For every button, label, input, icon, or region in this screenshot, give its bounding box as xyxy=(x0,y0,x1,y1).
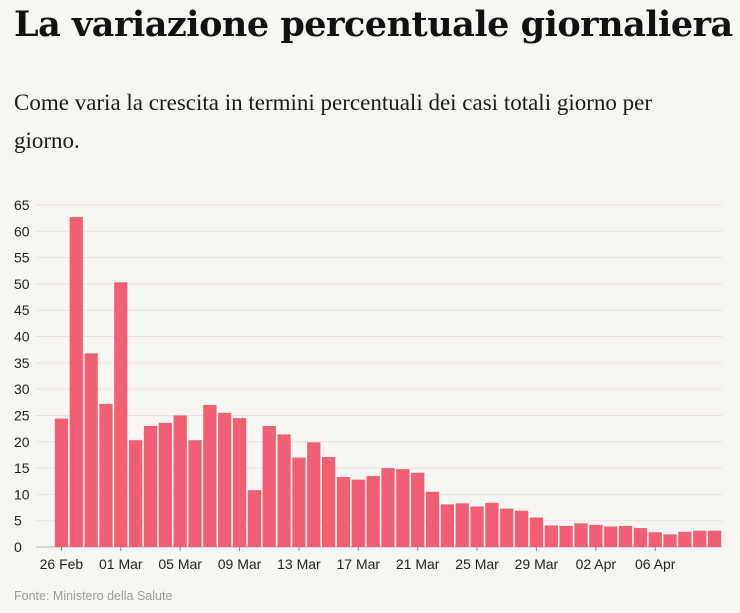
bar: 20 Mar: 14.8 xyxy=(396,469,410,547)
bar: 11 Mar: 23 xyxy=(262,425,276,547)
bar: 28 Feb: 36.8 xyxy=(84,353,98,547)
bar: 06 Apr: 2.8 xyxy=(648,532,662,547)
bar: 05 Mar: 25 xyxy=(173,415,187,547)
y-tick-label: 30 xyxy=(14,381,30,397)
bar: 07 Apr: 2.4 xyxy=(663,534,677,547)
x-axis: 26 Feb 01 Mar 05 Mar 09 Mar 13 Mar 17 Mar 21 M… xyxy=(40,547,676,572)
y-tick-label: 15 xyxy=(14,460,30,476)
bar: 26 Mar: 8.4 xyxy=(485,502,499,547)
bar: 13 Mar: 17 xyxy=(292,457,306,547)
bar: 22 Mar: 10.5 xyxy=(425,491,440,547)
chart-title: La variazione percentuale giornaliera xyxy=(14,4,733,45)
x-tick-label: 13 Mar xyxy=(277,556,321,572)
y-axis: 0 5 10 15 20 25 30 35 40 45 50 55 60 65 xyxy=(14,197,30,555)
bar: 06 Mar: 20.3 xyxy=(188,440,202,547)
y-tick-label: 55 xyxy=(14,250,30,266)
bar: 02 Apr: 4.2 xyxy=(589,524,603,547)
x-tick-label: 09 Mar xyxy=(218,556,262,572)
bar: 10 Mar: 10.8 xyxy=(247,490,262,547)
bar: 07 Mar: 27 xyxy=(203,404,217,547)
bar: 09 Mar: 24.5 xyxy=(232,418,247,547)
x-tick-label: 05 Mar xyxy=(158,556,202,572)
bar: 24 Mar: 8.3 xyxy=(455,503,469,547)
bar: 27 Mar: 7.3 xyxy=(500,508,514,547)
bar: 21 Mar: 14.1 xyxy=(411,472,425,547)
x-tick-label: 01 Mar xyxy=(99,556,143,572)
x-tick-label: 02 Apr xyxy=(576,556,617,572)
bar: 31 Mar: 4 xyxy=(559,525,573,547)
bar: 28 Mar: 6.9 xyxy=(514,510,529,547)
bar: 09 Apr: 3.1 xyxy=(693,530,707,547)
y-tick-label: 20 xyxy=(14,434,30,450)
bar: 01 Apr: 4.5 xyxy=(574,523,588,547)
bar: 08 Apr: 2.9 xyxy=(678,531,692,547)
bar: 15 Mar: 17.1 xyxy=(322,457,336,547)
gridlines xyxy=(36,204,722,548)
bar: 17 Mar: 12.8 xyxy=(351,479,365,547)
y-tick-label: 25 xyxy=(14,407,30,423)
y-tick-label: 65 xyxy=(14,197,30,213)
y-tick-label: 10 xyxy=(14,486,30,502)
bar: 03 Mar: 23 xyxy=(143,425,158,547)
bar: 12 Mar: 21.4 xyxy=(277,434,291,547)
bar: 05 Apr: 3.6 xyxy=(633,528,647,547)
bar: 29 Mar: 5.6 xyxy=(529,517,544,547)
y-tick-label: 40 xyxy=(14,329,30,345)
y-tick-label: 0 xyxy=(14,539,22,555)
bar: 14 Mar: 19.9 xyxy=(307,442,321,547)
bar: 25 Mar: 7.7 xyxy=(470,506,484,547)
y-tick-label: 50 xyxy=(14,276,30,292)
bar: 29 Feb: 27.2 xyxy=(99,403,113,547)
bar: 16 Mar: 13.3 xyxy=(336,477,351,547)
bar: 30 Mar: 4.1 xyxy=(544,525,558,547)
bar: 04 Mar: 23.6 xyxy=(158,422,172,547)
bar: 23 Mar: 8.1 xyxy=(440,504,454,547)
bar: 27 Feb: 62.7 xyxy=(69,217,83,547)
chart-subtitle: Come varia la crescita in termini percen… xyxy=(14,90,653,153)
bar: 10 Apr: 3.1 xyxy=(707,530,722,547)
bar: 03 Apr: 3.9 xyxy=(604,526,618,547)
x-tick-label: 06 Apr xyxy=(635,556,676,572)
source-note: Fonte: Ministero della Salute xyxy=(14,589,173,603)
bar: 18 Mar: 13.5 xyxy=(366,475,380,547)
bar: 02 Mar: 20.3 xyxy=(129,440,143,547)
y-tick-label: 35 xyxy=(14,355,30,371)
y-tick-label: 45 xyxy=(14,302,30,318)
y-tick-label: 5 xyxy=(14,513,22,529)
bar: 08 Mar: 25.5 xyxy=(218,412,232,547)
x-tick-label: 25 Mar xyxy=(455,556,499,572)
bar: 26 Feb: 24.4 xyxy=(54,418,69,547)
bar: 01 Mar: 50.3 xyxy=(114,282,128,547)
x-tick-label: 17 Mar xyxy=(337,556,381,572)
x-tick-label: 29 Mar xyxy=(515,556,559,572)
x-tick-label: 26 Feb xyxy=(40,556,84,572)
bar: 04 Apr: 4 xyxy=(618,525,633,547)
x-tick-label: 21 Mar xyxy=(396,556,440,572)
bar: 19 Mar: 15 xyxy=(381,468,395,547)
bars: 26 Feb: 24.427 Feb: 62.728 Feb: 36.829 F… xyxy=(54,217,722,547)
y-tick-label: 60 xyxy=(14,223,30,239)
